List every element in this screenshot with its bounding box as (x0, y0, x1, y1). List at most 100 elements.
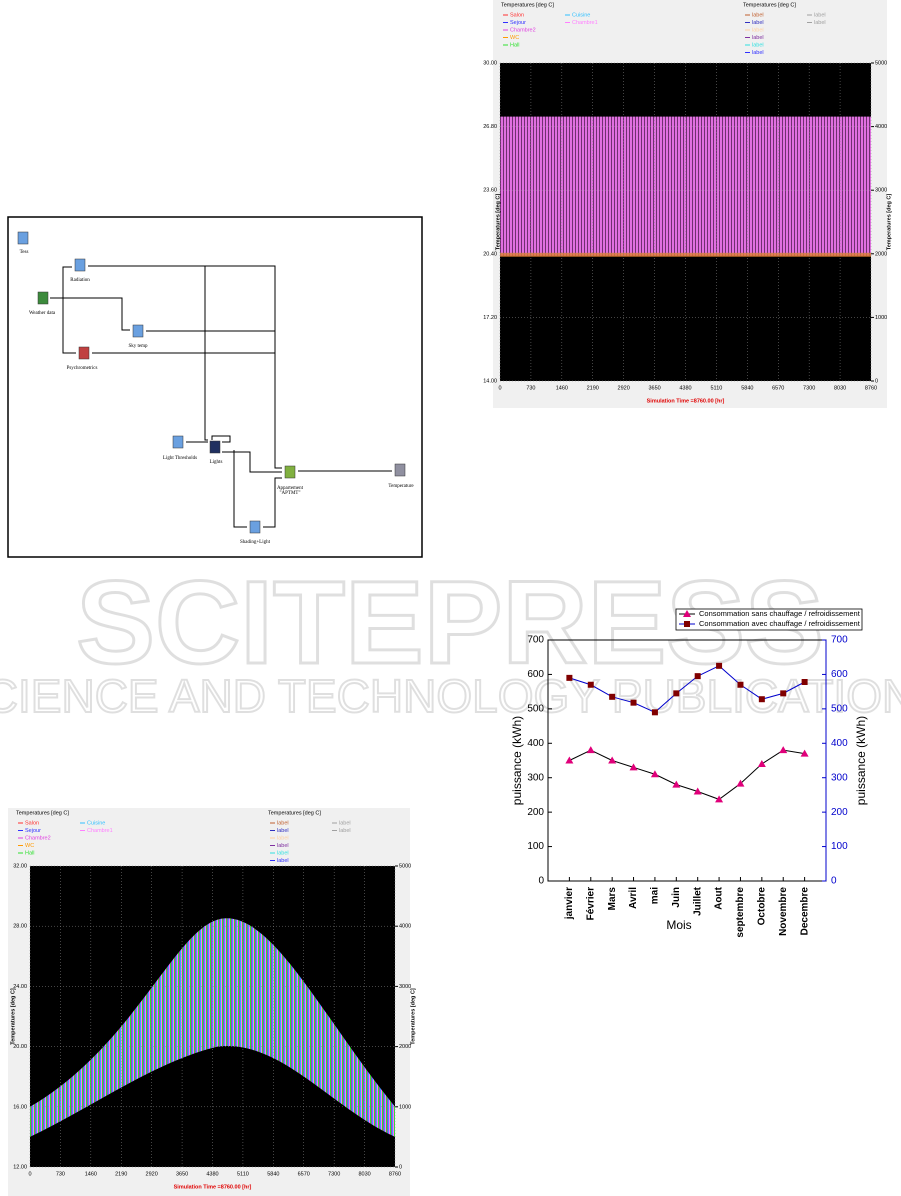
legend-label: WC (510, 35, 519, 41)
y-tick-label: 32.00 (13, 863, 27, 869)
legend-label: label (752, 50, 764, 56)
x-tick-label: 730 (526, 385, 535, 391)
legend-label: label (277, 850, 289, 856)
legend-label: Chambre2 (25, 835, 51, 841)
node-label: Weather data (29, 311, 56, 316)
x-tick-label: Juin (671, 887, 682, 908)
x-tick-label: 8030 (834, 385, 846, 391)
legend-label: Chambre1 (572, 20, 598, 26)
y-tick-label: 17.20 (483, 315, 497, 321)
legend-label: label (752, 12, 764, 18)
y-tick-label: 200 (527, 807, 544, 818)
data-point (566, 674, 573, 681)
y2-tick-label: 0 (399, 1164, 402, 1170)
x-tick-label: Decembre (799, 887, 810, 936)
y2-axis-label: Temperatures [deg C] (886, 194, 892, 251)
node-icon (78, 346, 90, 360)
line-chart: 0 100 200 300 400 500 600 700 0 100 200 300 400 500 60… (510, 608, 868, 938)
data-point (737, 681, 744, 688)
diagram-frame (7, 216, 423, 558)
data-point (586, 746, 595, 754)
y2-tick-label: 300 (831, 772, 848, 783)
legend-label: label (752, 20, 764, 26)
x-tick-label: Juillet (692, 886, 703, 916)
legend-label: Chambre2 (510, 27, 536, 33)
wire (233, 450, 247, 528)
legend-label: label (814, 20, 826, 26)
y-tick-label: 700 (527, 635, 544, 646)
wires (50, 265, 392, 528)
data-point (780, 690, 787, 697)
y2-axis-label: puissance (kWh) (854, 716, 868, 805)
y2-tick-label: 0 (875, 378, 878, 384)
x-tick-label: 4380 (206, 1171, 218, 1177)
legend-label: WC (25, 843, 34, 849)
node-label: Sky temp (128, 344, 148, 349)
data-point (630, 699, 637, 706)
y-tick-label: 16.00 (13, 1104, 27, 1110)
legend-label: Hall (510, 42, 519, 48)
x-tick-label: 1460 (85, 1171, 97, 1177)
x-tick-label: mai (650, 887, 661, 904)
x-tick-label: 6570 (298, 1171, 310, 1177)
data-point (651, 709, 658, 716)
x-tick-label: 6570 (772, 385, 784, 391)
node-icon (394, 463, 406, 477)
x-tick-label: Aout (714, 886, 725, 909)
y-tick-label: 28.00 (13, 924, 27, 930)
x-tick-label: 730 (56, 1171, 65, 1177)
legend-title: Temperatures [deg C] (16, 810, 69, 816)
x-tick-label: 3650 (176, 1171, 188, 1177)
y-tick-label: 0 (538, 876, 544, 887)
x-tick-label: 2190 (587, 385, 599, 391)
y2-tick-label: 1000 (399, 1104, 411, 1110)
legend-label: Cuisine (87, 820, 105, 826)
wire (211, 435, 231, 443)
y-tick-label: 26.80 (483, 124, 497, 130)
node-icon (284, 465, 296, 479)
legend-label: label (277, 820, 289, 826)
x-tick-label: 5840 (741, 385, 753, 391)
x-tick-label: 8760 (865, 385, 877, 391)
data-point (758, 696, 765, 703)
legend-label: Consommation sans chauffage / refroidiss… (699, 609, 861, 618)
data-point (715, 795, 724, 803)
y2-tick-label: 5000 (399, 863, 411, 869)
x-tick-label: 2920 (146, 1171, 158, 1177)
data-point (716, 662, 723, 669)
y2-tick-label: 700 (831, 635, 848, 646)
y-tick-label: 20.40 (483, 251, 497, 257)
node-label: Lights (210, 460, 223, 465)
x-tick-label: 0 (498, 385, 501, 391)
x-tick-label: 1460 (556, 385, 568, 391)
y-tick-label: 500 (527, 703, 544, 714)
node-icon (249, 520, 261, 534)
node-label: Shading+Light (240, 540, 271, 545)
x-tick-label: 3650 (648, 385, 660, 391)
wire (263, 477, 282, 528)
data-point (800, 749, 809, 757)
y2-tick-label: 4000 (399, 924, 411, 930)
x-tick-label: Février (585, 887, 596, 920)
wire (50, 297, 130, 331)
x-tick-label: janvier (564, 887, 575, 920)
x-tick-label: 4380 (679, 385, 691, 391)
legend-box (675, 608, 863, 631)
y2-tick-label: 5000 (875, 60, 887, 66)
legend-label: Sejour (25, 828, 41, 834)
x-tick-label: 5110 (711, 385, 723, 391)
x-tick-label: 7300 (803, 385, 815, 391)
node-icon (17, 231, 29, 245)
legend-label: Sejour (510, 20, 526, 26)
legend-label: Chambre1 (87, 828, 113, 834)
x-axis-label: Mois (666, 918, 691, 932)
legend-label: Salon (510, 12, 524, 18)
node-icon (37, 291, 49, 305)
diagram: Tess Radiation Weather data Sky temp Psychro… (7, 216, 423, 558)
legend-label: label (277, 858, 289, 864)
legend-label: label (752, 42, 764, 48)
wire (88, 265, 282, 469)
legend-title: Temperatures [deg C] (743, 2, 796, 8)
y2-tick-label: 2000 (399, 1044, 411, 1050)
y-tick-label: 20.00 (13, 1044, 27, 1050)
